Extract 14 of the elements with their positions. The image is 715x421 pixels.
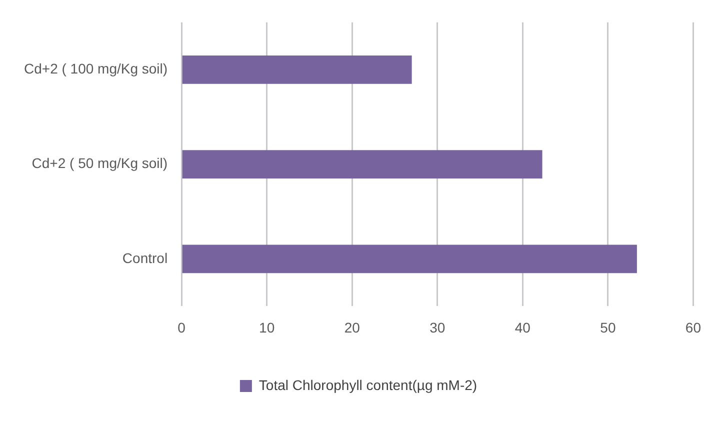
x-tick-label: 0 <box>178 319 186 336</box>
legend-label: Total Chlorophyll content(µg mM-2) <box>258 376 478 393</box>
x-tick-label: 20 <box>344 319 360 336</box>
y-tick-label: Cd+2 ( 50 mg/Kg soil) <box>32 155 168 172</box>
x-tick-label: 60 <box>685 319 702 336</box>
bar <box>182 150 542 178</box>
bar <box>182 56 412 84</box>
bar <box>182 244 637 274</box>
x-tick-label: 50 <box>600 319 616 336</box>
x-tick-label: 40 <box>514 319 531 336</box>
y-tick-label: Cd+2 ( 100 mg/Kg soil) <box>24 60 168 77</box>
y-tick-label: Control <box>122 250 168 266</box>
x-tick-label: 10 <box>259 319 275 336</box>
x-tick-label: 30 <box>430 319 446 336</box>
